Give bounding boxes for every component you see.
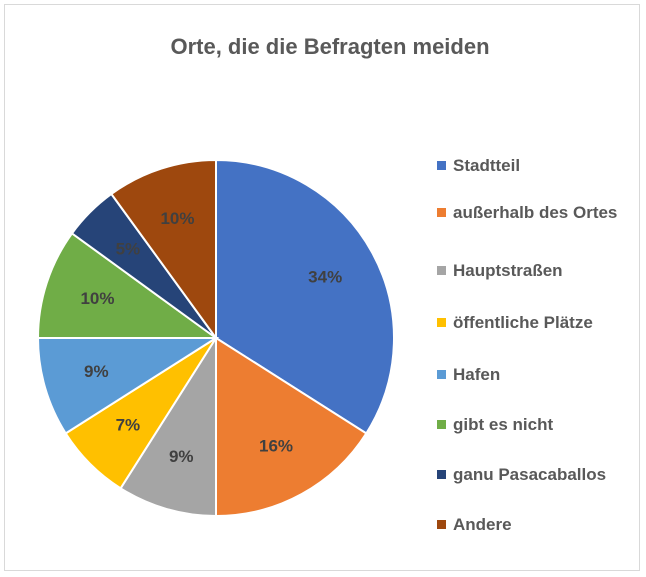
legend-item: außerhalb des Ortes: [437, 200, 637, 225]
legend-item: Hafen: [437, 362, 637, 387]
data-label: 10%: [80, 289, 114, 308]
legend-swatch: [437, 370, 446, 379]
pie-slice: [215, 336, 368, 518]
legend-item: Hauptstraßen: [437, 258, 637, 283]
pie-slice: [36, 231, 220, 339]
legend-swatch: [437, 266, 446, 275]
pie-slice: [215, 158, 395, 435]
legend-item: ganu Pasacaballos: [437, 462, 637, 487]
chart-title: Orte, die die Befragten meiden: [170, 34, 489, 59]
legend-swatch: [437, 318, 446, 327]
legend-label: außerhalb des Ortes: [453, 203, 618, 222]
chart-border: [4, 4, 640, 571]
data-label: 9%: [84, 362, 109, 381]
legend-label: öffentliche Plätze: [453, 313, 593, 332]
legend-label: ganu Pasacaballos: [453, 465, 607, 484]
legend-label: gibt es nicht: [453, 415, 554, 434]
legend-swatch: [437, 420, 446, 429]
data-label: 10%: [160, 209, 194, 228]
pie-slice: [119, 334, 217, 518]
legend-swatch: [437, 520, 446, 529]
pie-slice: [36, 337, 220, 435]
legend-swatch: [437, 208, 446, 217]
legend-item: öffentliche Plätze: [437, 310, 637, 335]
legend-item: gibt es nicht: [437, 412, 637, 437]
legend-swatch: [437, 470, 446, 479]
data-label: 16%: [259, 437, 293, 456]
data-label: 7%: [116, 416, 141, 435]
legend-label: Hauptstraßen: [453, 261, 563, 280]
legend-label: Hafen: [453, 365, 501, 384]
data-label: 34%: [308, 267, 342, 286]
legend-swatch: [437, 161, 446, 170]
legend-item: Andere: [437, 512, 637, 537]
pie-slice: [109, 158, 217, 342]
data-label: 5%: [116, 239, 141, 258]
legend-label: Andere: [453, 515, 512, 534]
legend-label: Stadtteil: [453, 156, 521, 175]
legend-item: Stadtteil: [437, 153, 637, 178]
data-label: 9%: [169, 447, 194, 466]
